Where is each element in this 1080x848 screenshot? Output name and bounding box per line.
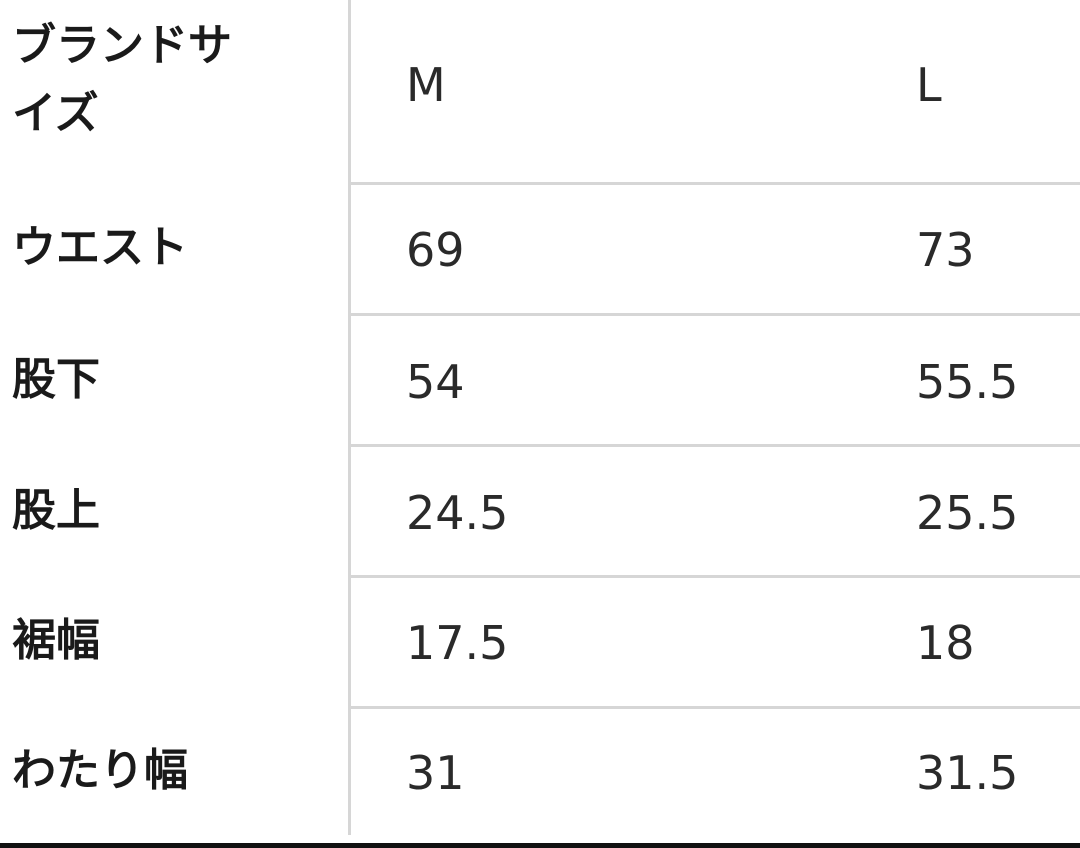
row-divider [350, 575, 1080, 578]
row-label: ウエスト [12, 222, 188, 273]
header-size-l: L [916, 58, 942, 112]
cell-l: 31.5 [916, 746, 1019, 800]
cell-m: 24.5 [406, 486, 509, 540]
cell-l: 18 [916, 616, 975, 670]
row-divider [350, 706, 1080, 709]
cell-l: 25.5 [916, 486, 1019, 540]
bottom-edge [0, 843, 1080, 848]
header-label-line1: ブランドサ [12, 20, 232, 71]
cell-l: 55.5 [916, 355, 1019, 409]
column-divider [348, 0, 351, 835]
row-divider [350, 313, 1080, 316]
row-label: 股下 [12, 354, 100, 405]
row-divider [350, 182, 1080, 185]
row-label: 股上 [12, 485, 100, 536]
row-divider [350, 444, 1080, 447]
cell-m: 31 [406, 746, 465, 800]
cell-l: 73 [916, 223, 975, 277]
header-label-brand-size: ブランドサ イズ [12, 12, 232, 148]
row-label: わたり幅 [12, 745, 188, 796]
row-label: 裾幅 [12, 615, 100, 666]
cell-m: 69 [406, 223, 465, 277]
cell-m: 17.5 [406, 616, 509, 670]
cell-m: 54 [406, 355, 465, 409]
header-label-line2: イズ [12, 88, 99, 139]
header-size-m: M [406, 58, 446, 112]
